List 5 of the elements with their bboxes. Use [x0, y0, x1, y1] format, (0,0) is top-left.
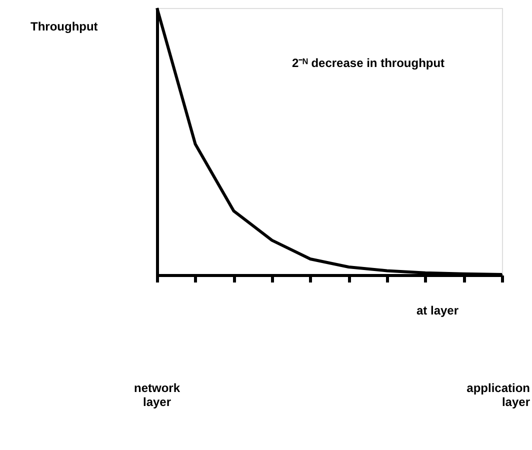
annotation: 2⁻ᴺ decrease in throughput [292, 56, 445, 70]
text: network layer [134, 381, 180, 409]
y-axis-title: Throughput [30, 20, 98, 34]
x-axis-title: at layer [416, 304, 459, 318]
text: application layer [466, 381, 530, 409]
